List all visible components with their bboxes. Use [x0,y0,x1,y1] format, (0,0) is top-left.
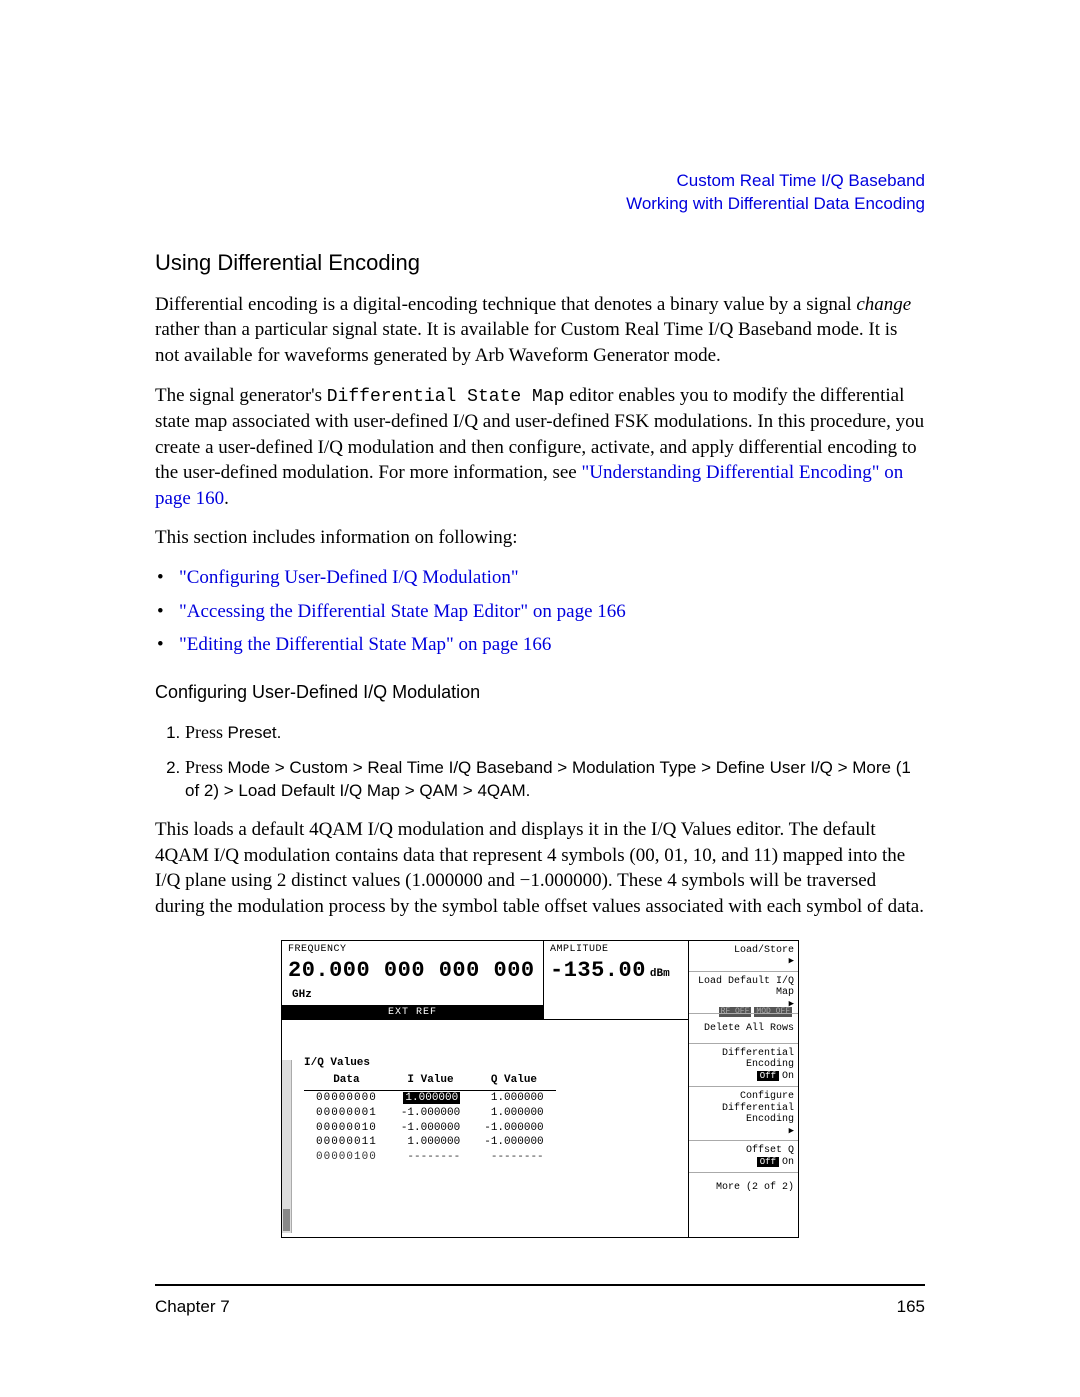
selected-cell[interactable]: 1.000000 [403,1092,460,1104]
off-badge: Off [757,1071,779,1081]
col-i: I Value [389,1073,472,1090]
frequency-value: 20.000 000 000 000 [288,956,535,986]
col-q: Q Value [472,1073,555,1090]
scrollbar[interactable] [282,1060,292,1233]
iq-values-title: I/Q Values [304,1056,688,1071]
instrument-screenshot: FREQUENCY 20.000 000 000 000GHz EXT REF … [281,940,799,1239]
subsection-title: Configuring User-Defined I/Q Modulation [155,680,925,704]
page-header: Custom Real Time I/Q Baseband Working wi… [626,170,925,216]
chevron-right-icon: ▶ [789,1126,794,1136]
softkey-panel: Load/Store▶ Load Default I/Q Map▶ Delete… [688,941,798,1238]
paragraph-2: The signal generator's Differential Stat… [155,383,925,512]
ext-ref-bar: EXT REF [282,1005,543,1021]
paragraph-3: This section includes information on fol… [155,525,925,551]
frequency-unit: GHz [292,989,312,1001]
bullet-item: "Configuring User-Defined I/Q Modulation… [179,565,925,591]
paragraph-4: This loads a default 4QAM I/Q modulation… [155,817,925,920]
section-title: Using Differential Encoding [155,248,925,278]
chapter-label: Chapter 7 [155,1296,230,1319]
iq-values-table: Data I Value Q Value 00000000 1.000000 1… [304,1073,556,1165]
frequency-block: FREQUENCY 20.000 000 000 000 GHz EXT REF [282,941,544,1020]
off-badge: Off [757,1157,779,1167]
instrument-body: I/Q Values Data I Value Q Value 00000000… [282,1019,688,1237]
amplitude-unit: dBm [650,968,670,980]
table-row: 00000001 -1.000000 1.000000 [304,1106,556,1121]
chevron-right-icon: ▶ [789,956,794,966]
xref-editing[interactable]: "Editing the Differential State Map" on … [179,634,551,655]
header-line-2: Working with Differential Data Encoding [626,193,925,216]
table-header-row: Data I Value Q Value [304,1073,556,1090]
bullet-item: "Editing the Differential State Map" on … [179,632,925,658]
softkey-diff-encoding[interactable]: Differential Encoding OffOn [689,1044,798,1088]
bullet-list: "Configuring User-Defined I/Q Modulation… [155,565,925,658]
page-footer: Chapter 7 165 [155,1296,925,1319]
table-row-empty: 00000100 -------- -------- [304,1150,556,1165]
header-line-1: Custom Real Time I/Q Baseband [626,170,925,193]
softkey-configure-diff[interactable]: Configure Differential Encoding▶ [689,1087,798,1141]
step-2: Press Mode > Custom > Real Time I/Q Base… [185,755,925,803]
softkey-more[interactable]: More (2 of 2) [689,1173,798,1203]
softkey-offset-q[interactable]: Offset Q OffOn [689,1141,798,1173]
step-list: Press Preset. Press Mode > Custom > Real… [185,720,925,803]
amplitude-value: -135.00 [550,956,646,986]
step-1: Press Preset. [185,720,925,745]
scrollbar-thumb[interactable] [283,1209,290,1231]
softkey-load-default[interactable]: Load Default I/Q Map▶ [689,972,798,1014]
xref-accessing[interactable]: "Accessing the Differential State Map Ed… [179,601,626,622]
bullet-item: "Accessing the Differential State Map Ed… [179,599,925,625]
paragraph-1: Differential encoding is a digital-encod… [155,292,925,369]
softkey-load-store[interactable]: Load/Store▶ [689,941,798,972]
col-data: Data [304,1073,389,1090]
emphasis-change: change [856,294,911,315]
table-row: 00000010 -1.000000 -1.000000 [304,1121,556,1136]
softkey-delete-all[interactable]: Delete All Rows [689,1014,798,1044]
table-row: 00000011 1.000000 -1.000000 [304,1135,556,1150]
code-text: Differential State Map [327,387,565,407]
chevron-right-icon: ▶ [789,999,794,1009]
page-number: 165 [897,1296,925,1319]
footer-rule [155,1284,925,1286]
frequency-label: FREQUENCY [288,943,537,957]
xref-configuring[interactable]: "Configuring User-Defined I/Q Modulation… [179,567,519,588]
table-row: 00000000 1.000000 1.000000 [304,1090,556,1105]
